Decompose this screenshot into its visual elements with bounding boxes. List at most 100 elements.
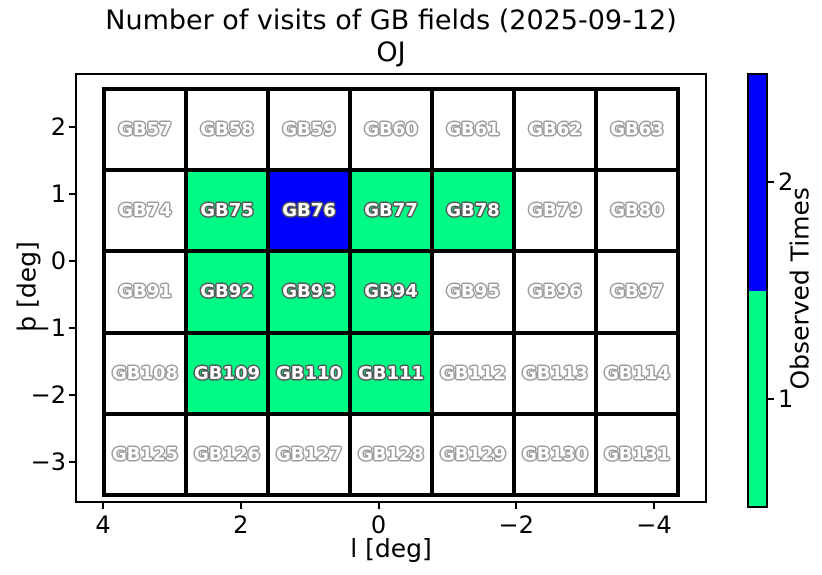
field-label: GB128: [357, 443, 425, 465]
field-cell: GB77: [350, 170, 432, 252]
field-label: GB125: [111, 443, 179, 465]
field-label: GB91: [118, 281, 172, 303]
field-label: GB110: [275, 362, 343, 384]
x-tick-label: −2: [498, 511, 534, 539]
field-label: GB94: [364, 281, 418, 303]
y-tick-mark: [69, 327, 75, 329]
chart-title: Number of visits of GB fields (2025-09-1…: [105, 5, 677, 36]
field-cell: GB78: [432, 170, 514, 252]
field-cell: GB108: [104, 332, 186, 414]
field-cell: GB127: [268, 413, 350, 495]
y-tick-mark: [69, 193, 75, 195]
x-tick-label: 2: [233, 511, 249, 539]
field-cell: GB75: [186, 170, 268, 252]
colorbar-segment: [749, 290, 766, 506]
field-cell: GB97: [596, 251, 678, 333]
field-cell: GB131: [596, 413, 678, 495]
field-label: GB78: [446, 200, 500, 222]
colorbar-tick-label: 2: [778, 167, 794, 196]
colorbar: [747, 73, 768, 508]
field-label: GB130: [521, 443, 589, 465]
field-cell: GB93: [268, 251, 350, 333]
field-cell: GB58: [186, 89, 268, 171]
field-label: GB131: [603, 443, 671, 465]
field-label: GB57: [118, 119, 172, 141]
field-label: GB96: [528, 281, 582, 303]
field-label: GB59: [282, 119, 336, 141]
field-label: GB111: [357, 362, 425, 384]
field-label: GB61: [446, 119, 500, 141]
y-tick-mark: [69, 461, 75, 463]
field-cell: GB109: [186, 332, 268, 414]
field-cell: GB80: [596, 170, 678, 252]
field-cell: GB61: [432, 89, 514, 171]
field-label: GB114: [603, 362, 671, 384]
field-cell: GB125: [104, 413, 186, 495]
x-tick-label: 4: [95, 511, 111, 539]
field-label: GB97: [610, 281, 664, 303]
x-tick-label: 0: [370, 511, 387, 539]
field-cell: GB95: [432, 251, 514, 333]
field-label: GB76: [282, 200, 336, 222]
field-label: GB79: [528, 200, 582, 222]
field-cell: GB130: [514, 413, 596, 495]
field-cell: GB92: [186, 251, 268, 333]
field-label: GB127: [275, 443, 343, 465]
field-cell: GB96: [514, 251, 596, 333]
field-cell: GB79: [514, 170, 596, 252]
y-tick-label: −1: [30, 314, 66, 342]
field-cell: GB74: [104, 170, 186, 252]
plot-area: [75, 73, 707, 503]
field-cell: GB63: [596, 89, 678, 171]
field-label: GB60: [364, 119, 418, 141]
y-tick-label: 2: [50, 113, 66, 141]
y-tick-label: −2: [30, 381, 66, 409]
x-tick-mark: [377, 503, 380, 509]
field-label: GB129: [439, 443, 507, 465]
field-cell: GB110: [268, 332, 350, 414]
field-label: GB113: [521, 362, 589, 384]
field-label: GB95: [446, 281, 500, 303]
field-cell: GB57: [104, 89, 186, 171]
y-tick-label: −3: [30, 448, 66, 476]
field-label: GB112: [439, 362, 507, 384]
field-cell: GB94: [350, 251, 432, 333]
y-tick-mark: [69, 126, 75, 128]
x-tick-label: −4: [636, 511, 672, 539]
y-tick-label: 1: [50, 180, 66, 208]
y-axis-label: b [deg]: [12, 241, 42, 332]
field-label: GB63: [610, 119, 664, 141]
colorbar-tick-label: 1: [778, 385, 794, 414]
field-label: GB77: [364, 200, 418, 222]
field-label: GB58: [200, 119, 254, 141]
colorbar-tick-mark: [768, 398, 774, 401]
field-cell: GB60: [350, 89, 432, 171]
field-cell: GB62: [514, 89, 596, 171]
colorbar-tick-mark: [768, 180, 774, 183]
y-tick-mark: [69, 394, 75, 396]
colorbar-segment: [749, 75, 766, 291]
field-cell: GB111: [350, 332, 432, 414]
field-label: GB109: [193, 362, 261, 384]
field-cell: GB59: [268, 89, 350, 171]
field-label: GB93: [282, 281, 336, 303]
field-cell: GB114: [596, 332, 678, 414]
chart-subtitle: OJ: [376, 37, 406, 68]
field-cell: GB126: [186, 413, 268, 495]
field-cell: GB129: [432, 413, 514, 495]
field-label: GB108: [111, 362, 179, 384]
y-tick-mark: [69, 260, 75, 262]
x-tick-mark: [515, 503, 518, 509]
field-cell: GB128: [350, 413, 432, 495]
field-label: GB126: [193, 443, 261, 465]
x-axis-label: l [deg]: [350, 534, 432, 563]
field-cell: GB91: [104, 251, 186, 333]
x-tick-mark: [239, 503, 242, 509]
colorbar-label: Observed Times: [785, 187, 815, 390]
field-label: GB80: [610, 200, 664, 222]
field-cell: GB112: [432, 332, 514, 414]
field-cell: GB113: [514, 332, 596, 414]
field-label: GB75: [200, 200, 254, 222]
field-label: GB62: [528, 119, 582, 141]
field-grid: GB57 GB58 GB59 GB60 GB61 GB62 GB63 GB74 GB75 GB76…: [102, 87, 680, 497]
